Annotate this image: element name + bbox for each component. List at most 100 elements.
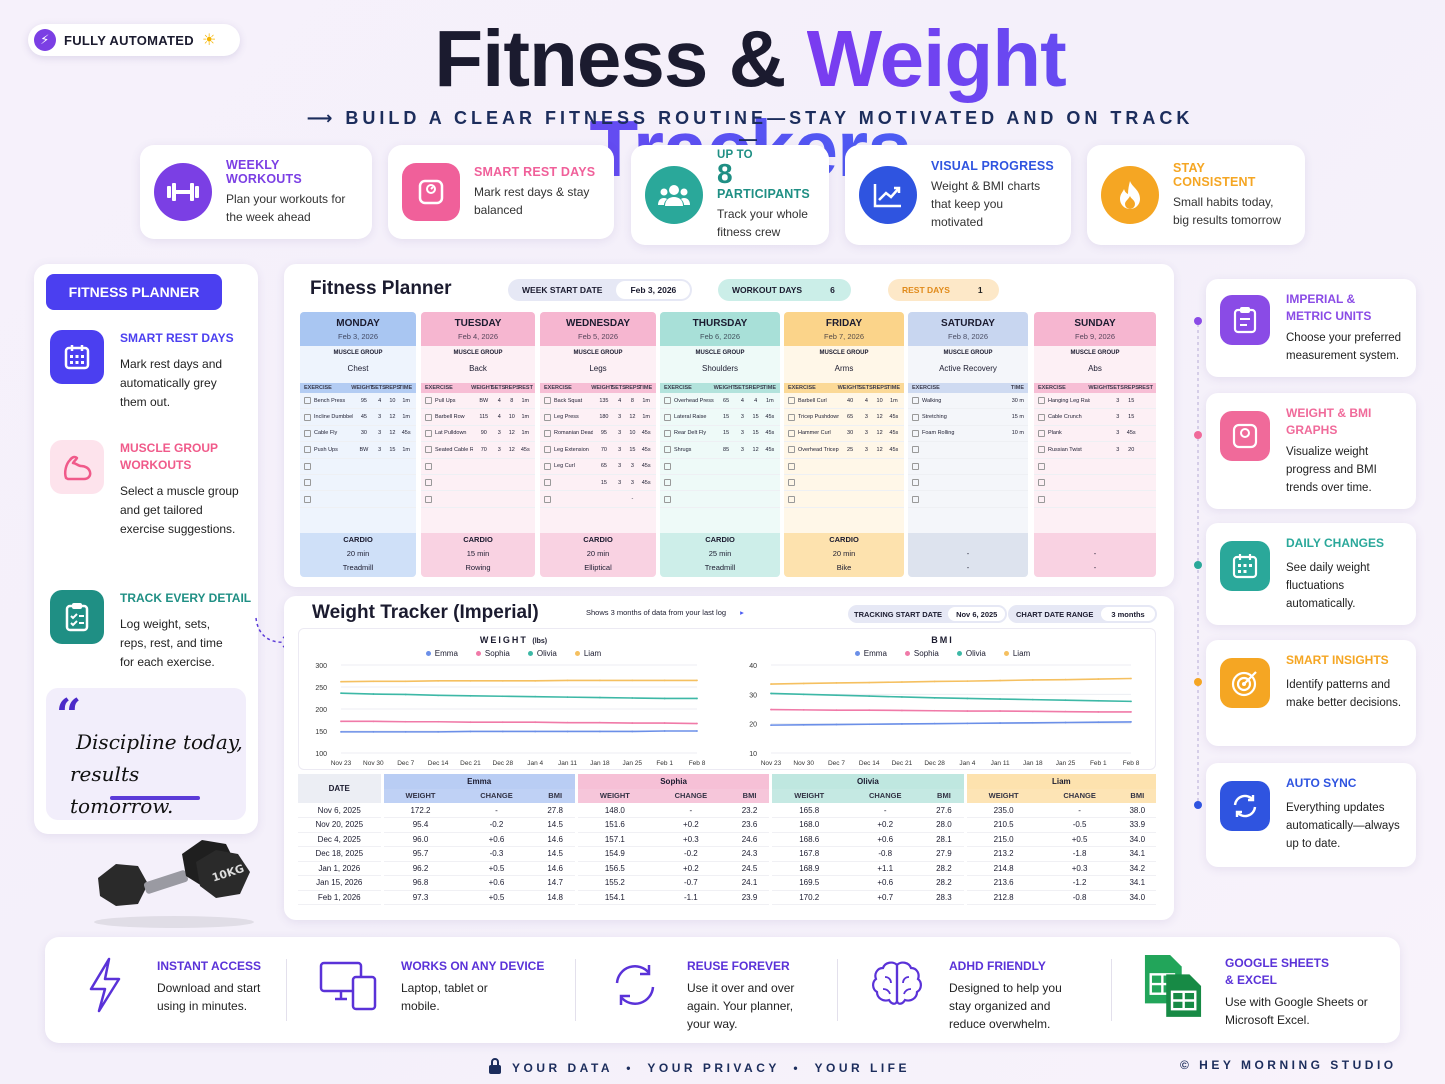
exercise-checkbox[interactable] [788, 446, 795, 454]
exercise-checkbox[interactable] [664, 462, 671, 470]
exercise-checkbox[interactable] [1038, 429, 1045, 437]
table-cell[interactable]: -0.8 [1072, 892, 1087, 902]
table-cell[interactable]: 24.3 [741, 849, 758, 859]
exercise-cell[interactable]: 10 min [1011, 430, 1024, 437]
exercise-cell[interactable]: 25 [847, 446, 854, 453]
table-cell[interactable]: 172.2 [380, 803, 458, 818]
exercise-checkbox[interactable] [1038, 446, 1045, 454]
exercise-cell[interactable]: 15 min [1011, 414, 1024, 421]
exercise-cell[interactable]: 12 [629, 414, 636, 421]
exercise-cell[interactable]: Stretching [922, 414, 947, 421]
table-cell[interactable]: 154.9 [574, 846, 652, 861]
exercise-cell[interactable]: Shrugs [674, 446, 692, 453]
table-cell[interactable]: +0.2 [877, 820, 894, 830]
dropdown-arrow-icon[interactable]: ▸ [740, 608, 744, 617]
exercise-cell[interactable]: 1m [521, 397, 530, 404]
exercise-cell[interactable]: 3 [497, 430, 501, 437]
table-cell[interactable]: 28.0 [936, 820, 952, 830]
table-cell[interactable]: 169.5 [769, 875, 847, 890]
exercise-cell[interactable]: Leg Press [554, 414, 579, 421]
cardio-duration[interactable]: - [1093, 549, 1097, 558]
exercise-cell[interactable]: Overhead Press [674, 397, 714, 404]
cardio-type[interactable]: Rowing [465, 563, 491, 572]
table-cell[interactable]: 34.0 [1129, 834, 1146, 844]
exercise-cell[interactable]: 45s [641, 479, 651, 486]
table-cell[interactable]: 27.9 [936, 849, 952, 859]
exercise-cell[interactable]: Leg Curl [554, 463, 575, 470]
exercise-cell[interactable]: 12 [389, 414, 396, 421]
exercise-cell[interactable]: 3 [1116, 414, 1120, 421]
exercise-cell[interactable]: 3 [618, 446, 622, 453]
exercise-cell[interactable]: 45 [360, 414, 367, 421]
exercise-cell[interactable]: - [631, 496, 634, 503]
exercise-cell[interactable]: 3 [618, 479, 622, 486]
exercise-cell[interactable]: Romanian Deadlift [554, 430, 594, 437]
table-cell[interactable]: - [883, 805, 887, 815]
table-cell[interactable]: 24.5 [741, 863, 758, 873]
exercise-checkbox[interactable] [1038, 479, 1045, 487]
table-cell[interactable]: 156.5 [574, 861, 652, 876]
exercise-cell[interactable]: 180 [599, 414, 609, 421]
exercise-checkbox[interactable] [912, 479, 919, 487]
exercise-cell[interactable]: 1m [890, 397, 898, 404]
exercise-cell[interactable]: Cable Crunch [1048, 414, 1082, 421]
exercise-cell[interactable]: 3 [864, 446, 868, 453]
table-cell[interactable]: 154.1 [574, 890, 652, 905]
exercise-checkbox[interactable] [664, 479, 671, 487]
muscle-group-select[interactable]: Chest [347, 364, 369, 373]
exercise-cell[interactable]: 65 [723, 397, 730, 404]
exercise-cell[interactable]: 45s [765, 430, 775, 437]
exercise-cell[interactable]: 4 [740, 397, 744, 404]
exercise-checkbox[interactable] [1038, 413, 1045, 421]
exercise-cell[interactable]: 15 [389, 446, 396, 453]
exercise-cell[interactable]: 4 [618, 397, 622, 404]
table-cell[interactable]: 96.2 [380, 861, 458, 876]
cardio-duration[interactable]: - [966, 549, 970, 558]
table-cell[interactable]: - [689, 805, 693, 815]
exercise-checkbox[interactable] [912, 413, 919, 421]
exercise-cell[interactable]: 70 [480, 446, 487, 453]
table-cell[interactable]: 34.1 [1129, 878, 1146, 888]
exercise-checkbox[interactable] [544, 413, 551, 421]
exercise-checkbox[interactable] [1038, 462, 1045, 470]
table-cell[interactable]: 23.6 [741, 820, 758, 830]
table-cell[interactable]: 27.6 [936, 805, 952, 815]
table-cell[interactable]: 28.3 [936, 892, 952, 902]
exercise-checkbox[interactable] [1038, 397, 1045, 405]
exercise-cell[interactable]: 1m [642, 397, 650, 404]
exercise-checkbox[interactable] [1038, 495, 1045, 503]
exercise-cell[interactable]: 45s [1126, 430, 1136, 437]
table-cell[interactable]: 38.0 [1129, 805, 1146, 815]
table-cell[interactable]: 14.6 [547, 834, 563, 844]
exercise-checkbox[interactable] [425, 413, 432, 421]
exercise-cell[interactable]: 1m [402, 397, 410, 404]
table-cell[interactable]: 34.1 [1129, 849, 1146, 859]
exercise-checkbox[interactable] [304, 446, 311, 454]
muscle-group-select[interactable]: Arms [834, 364, 854, 373]
exercise-cell[interactable]: 95 [360, 397, 367, 404]
exercise-cell[interactable]: 3 [864, 430, 868, 437]
exercise-cell[interactable]: Barbell Row [435, 414, 465, 421]
exercise-cell[interactable]: 45s [889, 446, 899, 453]
cardio-duration[interactable]: 20 min [832, 549, 856, 558]
exercise-cell[interactable]: Leg Extension [554, 446, 589, 453]
exercise-checkbox[interactable] [788, 397, 795, 405]
exercise-cell[interactable]: Seated Cable Row [435, 446, 474, 453]
table-cell[interactable]: +0.5 [488, 892, 505, 902]
exercise-cell[interactable]: 10 [629, 430, 636, 437]
cardio-type[interactable]: - [1093, 563, 1097, 572]
exercise-cell[interactable]: 30 [847, 430, 854, 437]
exercise-cell[interactable]: 10 [389, 397, 396, 404]
muscle-group-select[interactable]: Active Recovery [939, 364, 997, 373]
cardio-type[interactable]: - [966, 563, 970, 572]
table-cell[interactable]: -0.5 [1072, 820, 1087, 830]
chart-range-tag[interactable]: CHART DATE RANGE 3 months [1008, 605, 1157, 623]
exercise-checkbox[interactable] [664, 429, 671, 437]
table-cell[interactable]: 212.8 [963, 890, 1041, 905]
exercise-cell[interactable]: 10 [876, 397, 883, 404]
table-cell[interactable]: -0.2 [489, 820, 504, 830]
exercise-cell[interactable]: 12 [508, 446, 515, 453]
table-cell[interactable]: 14.7 [547, 878, 563, 888]
table-cell[interactable]: 28.2 [936, 878, 952, 888]
exercise-cell[interactable]: Overhead Tricep Ext. [798, 446, 839, 453]
